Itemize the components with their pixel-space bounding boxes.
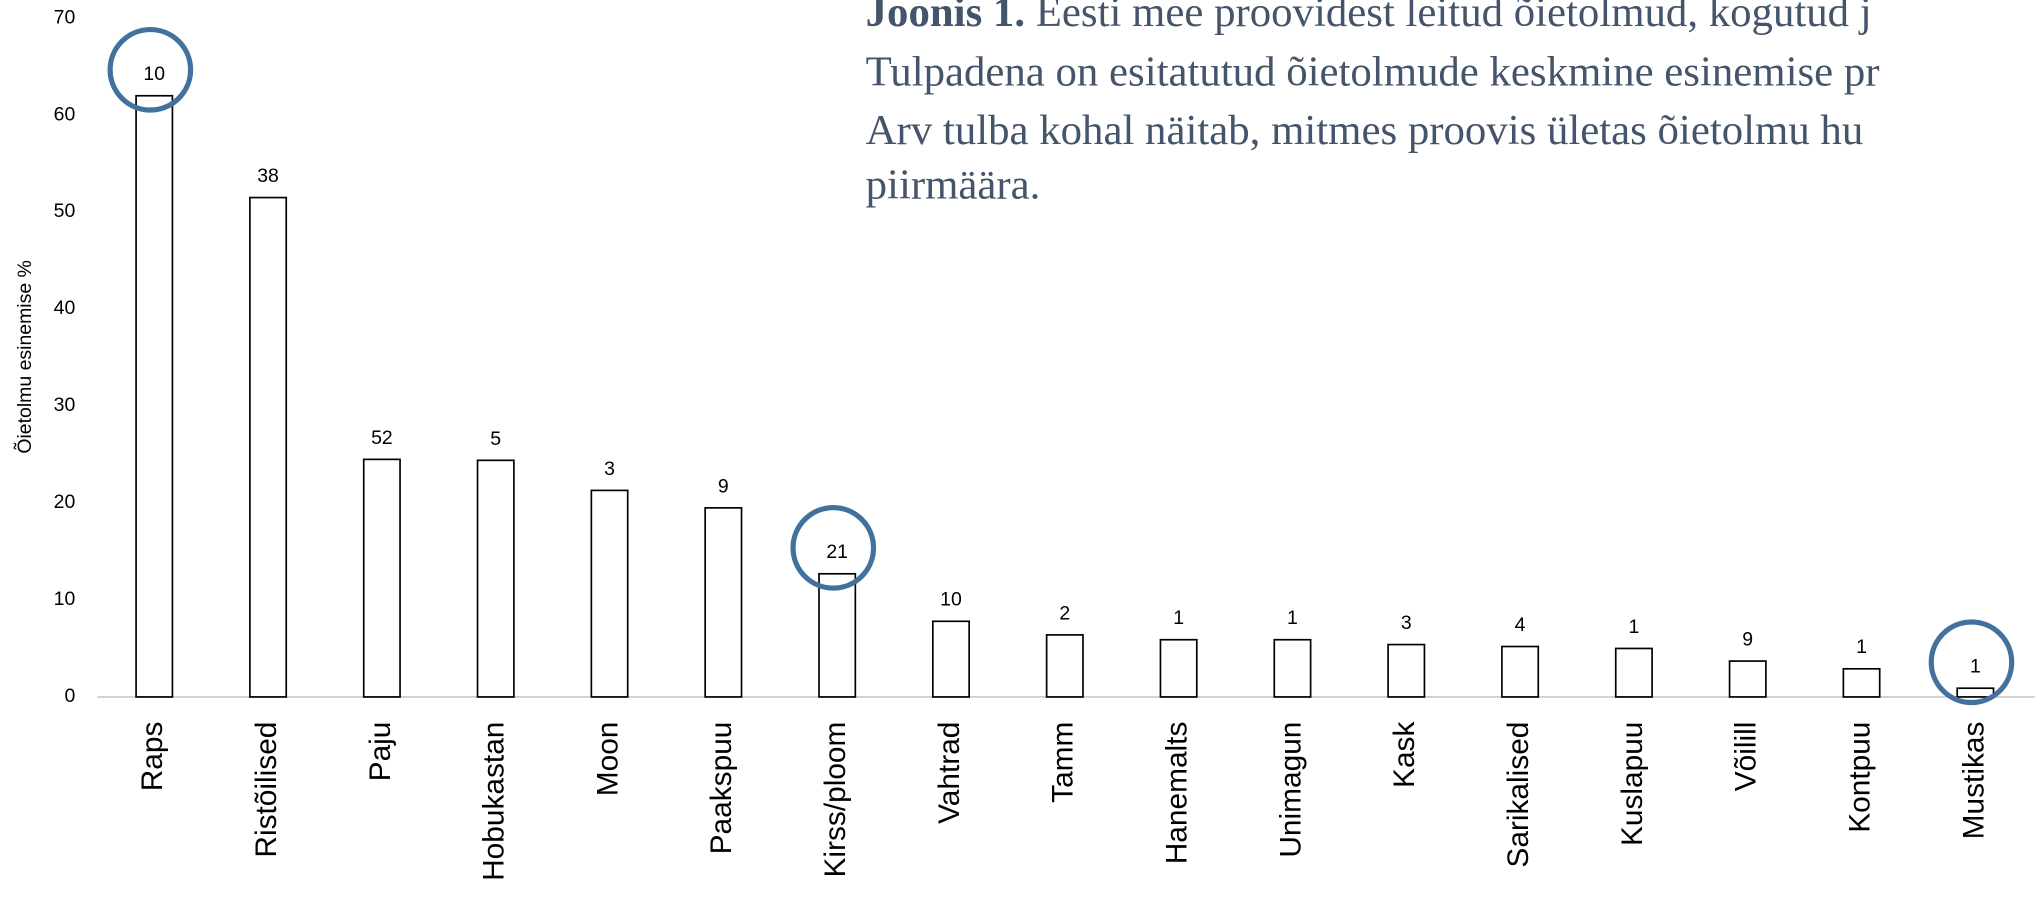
y-tick-label: 30 [54, 394, 76, 416]
y-tick-label: 50 [54, 200, 76, 222]
count-label: 3 [604, 458, 615, 480]
bar [1728, 660, 1767, 698]
y-tick-label: 0 [64, 685, 75, 707]
bar [1159, 638, 1198, 698]
highlight-circle [107, 26, 194, 113]
y-tick-label: 20 [54, 491, 76, 513]
x-tick-label: Kask [1388, 722, 1421, 788]
x-tick-label: Mustikas [1957, 722, 1990, 840]
y-tick-label: 10 [54, 588, 76, 610]
bar [1842, 667, 1881, 698]
bar [931, 620, 970, 698]
x-tick-label: Tamm [1047, 722, 1080, 803]
bar [1387, 643, 1426, 698]
bar [1956, 687, 1995, 698]
caption-line: Joonis 1. Eesti mee proovidest leitud õi… [866, 0, 1872, 36]
bar [1045, 634, 1084, 698]
bar [249, 196, 288, 698]
bar [1501, 645, 1540, 698]
count-label: 3 [1401, 612, 1412, 634]
x-tick-label: Raps [136, 722, 169, 792]
bar [362, 458, 401, 698]
caption-line: piirmäära. [866, 162, 1041, 209]
x-tick-label: Hanemalts [1161, 722, 1194, 865]
x-tick-label: Vahtrad [933, 722, 966, 824]
caption-bold: Joonis 1. [866, 0, 1025, 36]
bar [1614, 647, 1653, 698]
x-tick-label: Kirss/ploom [819, 722, 852, 878]
x-tick-label: Kuslapuu [1616, 722, 1649, 846]
count-label: 2 [1059, 602, 1070, 624]
count-label: 9 [1742, 628, 1753, 650]
count-label: 10 [143, 63, 165, 85]
x-tick-label: Unimagun [1274, 722, 1307, 858]
count-label: 1 [1173, 607, 1184, 629]
y-tick-label: 70 [54, 6, 76, 28]
caption-line: Arv tulba kohal näitab, mitmes proovis ü… [866, 107, 1864, 154]
bar [135, 94, 174, 698]
count-label: 38 [257, 165, 279, 187]
y-axis-label: Õietolmu esinemise % [12, 260, 36, 454]
x-tick-label: Sarikalised [1502, 722, 1535, 868]
count-label: 1 [1856, 636, 1867, 658]
x-tick-label: Kontpuu [1843, 722, 1876, 833]
x-tick-label: Võilill [1730, 722, 1763, 792]
x-tick-label: Paju [364, 722, 397, 782]
count-label: 52 [371, 427, 393, 449]
count-label: 4 [1515, 614, 1526, 636]
count-label: 1 [1628, 616, 1639, 638]
bar [1273, 638, 1312, 698]
x-tick-label: Hobukastan [478, 722, 511, 881]
x-tick-label: Ristõilised [250, 722, 283, 858]
count-label: 5 [490, 428, 501, 450]
caption-text: Eesti mee proovidest leitud õietolmud, k… [1036, 0, 1872, 36]
x-tick-label: Paakspuu [705, 722, 738, 855]
count-label: 1 [1970, 656, 1981, 678]
y-tick-label: 40 [54, 297, 76, 319]
count-label: 21 [826, 541, 848, 563]
count-label: 1 [1287, 607, 1298, 629]
bar [476, 459, 515, 698]
caption-line: Tulpadena on esitatutud õietolmude keskm… [866, 49, 1880, 96]
bar [704, 507, 743, 698]
count-label: 9 [718, 475, 729, 497]
count-label: 10 [940, 589, 962, 611]
highlight-circle [1928, 619, 2015, 706]
bar [590, 489, 629, 698]
y-tick-label: 60 [54, 103, 76, 125]
x-tick-label: Moon [591, 722, 624, 797]
highlight-circle [790, 505, 877, 591]
bar [818, 572, 857, 698]
